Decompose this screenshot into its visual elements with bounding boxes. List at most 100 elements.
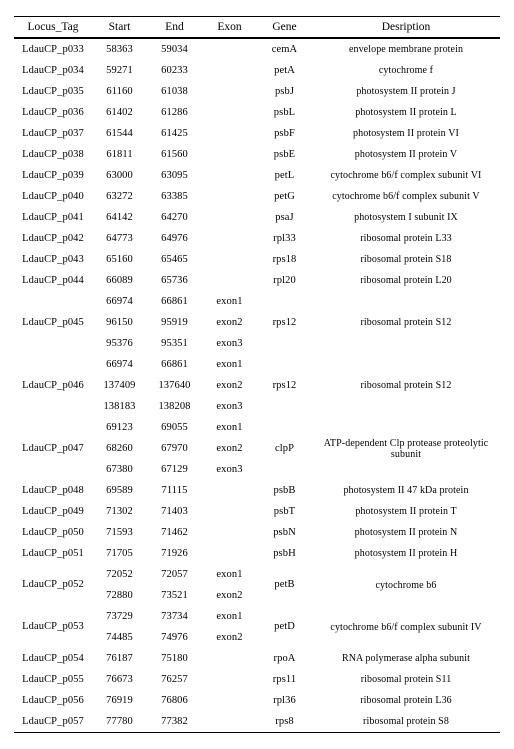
cell: 67380 bbox=[92, 459, 147, 480]
cell: ribosomal protein L20 bbox=[312, 270, 500, 291]
table-row: LdauCP_p0497130271403psbTphotosystem II … bbox=[14, 501, 500, 522]
cell: 77780 bbox=[92, 711, 147, 733]
cell: petA bbox=[257, 60, 312, 81]
cell: LdauCP_p044 bbox=[14, 270, 92, 291]
cell: 61544 bbox=[92, 123, 147, 144]
cell: 76673 bbox=[92, 669, 147, 690]
cell bbox=[202, 249, 257, 270]
cell: exon2 bbox=[202, 438, 257, 459]
table-row: LdauCP_p0426477364976rpl33ribosomal prot… bbox=[14, 228, 500, 249]
cell: psbF bbox=[257, 123, 312, 144]
table-row: LdauCP_p0396300063095petLcytochrome b6/f… bbox=[14, 165, 500, 186]
cell: 59034 bbox=[147, 39, 202, 61]
cell bbox=[202, 186, 257, 207]
table-row: LdauCP_p0376154461425 psbFphotosystem II … bbox=[14, 123, 500, 144]
cell bbox=[202, 543, 257, 564]
table-row: LdauCP_p0436516065465rps18ribosomal prot… bbox=[14, 249, 500, 270]
cell: cytochrome b6/f complex subunit VI bbox=[312, 165, 500, 186]
cell: 138208 bbox=[147, 396, 202, 417]
table-row: LdauCP_p0537372973734exon1petDcytochrome… bbox=[14, 606, 500, 627]
cell bbox=[202, 39, 257, 61]
cell: LdauCP_p034 bbox=[14, 60, 92, 81]
cell: 63000 bbox=[92, 165, 147, 186]
cell: 61286 bbox=[147, 102, 202, 123]
cell: RNA polymerase alpha subunit bbox=[312, 648, 500, 669]
cell bbox=[202, 711, 257, 733]
cell: LdauCP_p054 bbox=[14, 648, 92, 669]
cell: rps12 bbox=[257, 291, 312, 354]
cell bbox=[202, 522, 257, 543]
cell: LdauCP_p038 bbox=[14, 144, 92, 165]
cell: LdauCP_p050 bbox=[14, 522, 92, 543]
cell: psbN bbox=[257, 522, 312, 543]
table-row: LdauCP_p0507159371462psbNphotosystem II … bbox=[14, 522, 500, 543]
table-row: LdauCP_p0335836359034cemAenvelope membra… bbox=[14, 39, 500, 61]
cell: petG bbox=[257, 186, 312, 207]
cell: psaJ bbox=[257, 207, 312, 228]
cell: 72057 bbox=[147, 564, 202, 585]
cell: 65465 bbox=[147, 249, 202, 270]
cell: ribosomal protein S8 bbox=[312, 711, 500, 733]
cell: 71115 bbox=[147, 480, 202, 501]
cell: exon1 bbox=[202, 417, 257, 438]
col-start: Start bbox=[92, 17, 147, 38]
cell: 96150 bbox=[92, 312, 147, 333]
cell bbox=[202, 81, 257, 102]
cell: 65160 bbox=[92, 249, 147, 270]
cell: LdauCP_p043 bbox=[14, 249, 92, 270]
cell: photosystem II protein J bbox=[312, 81, 500, 102]
table-row: LdauCP_p0527205272057exon1petBcytochrome… bbox=[14, 564, 500, 585]
cell: 61425 bbox=[147, 123, 202, 144]
cell: LdauCP_p039 bbox=[14, 165, 92, 186]
cell bbox=[202, 270, 257, 291]
cell: rpoA bbox=[257, 648, 312, 669]
cell bbox=[202, 144, 257, 165]
cell: petL bbox=[257, 165, 312, 186]
cell: 61402 bbox=[92, 102, 147, 123]
cell: 95376 bbox=[92, 333, 147, 354]
cell: 138183 bbox=[92, 396, 147, 417]
cell: LdauCP_p055 bbox=[14, 669, 92, 690]
cell: LdauCP_p051 bbox=[14, 543, 92, 564]
cell: cytochrome b6/f complex subunit IV bbox=[312, 606, 500, 648]
cell: LdauCP_p053 bbox=[14, 606, 92, 648]
cell: 73729 bbox=[92, 606, 147, 627]
col-locus: Locus_Tag bbox=[14, 17, 92, 38]
table-row: LdauCP_p0577778077382rps8ribosomal prote… bbox=[14, 711, 500, 733]
cell: LdauCP_p037 bbox=[14, 123, 92, 144]
cell: 61811 bbox=[92, 144, 147, 165]
cell: photosystem II protein N bbox=[312, 522, 500, 543]
cell: ATP-dependent Clp protease proteolytic s… bbox=[312, 417, 500, 480]
cell bbox=[202, 207, 257, 228]
cell: 59271 bbox=[92, 60, 147, 81]
cell: 71926 bbox=[147, 543, 202, 564]
cell: 66974 bbox=[92, 291, 147, 312]
cell: photosystem II protein V bbox=[312, 144, 500, 165]
cell: LdauCP_p035 bbox=[14, 81, 92, 102]
cell: LdauCP_p042 bbox=[14, 228, 92, 249]
cell bbox=[202, 228, 257, 249]
cell: ribosomal protein L33 bbox=[312, 228, 500, 249]
table-row: LdauCP_p0386181161560psbEphotosystem II … bbox=[14, 144, 500, 165]
cell: photosystem II 47 kDa protein bbox=[312, 480, 500, 501]
cell: exon3 bbox=[202, 459, 257, 480]
table-row: LdauCP_p0406327263385petGcytochrome b6/f… bbox=[14, 186, 500, 207]
cell: 61160 bbox=[92, 81, 147, 102]
cell: 66974 bbox=[92, 354, 147, 375]
table-row: LdauCP_p0446608965736rpl20ribosomal prot… bbox=[14, 270, 500, 291]
cell: LdauCP_p033 bbox=[14, 39, 92, 61]
cell: exon1 bbox=[202, 354, 257, 375]
cell bbox=[202, 60, 257, 81]
cell: exon3 bbox=[202, 333, 257, 354]
cell: ribosomal protein S18 bbox=[312, 249, 500, 270]
cell: cytochrome b6 bbox=[312, 564, 500, 606]
cell: ribosomal protein S12 bbox=[312, 291, 500, 354]
cell: photosystem II protein L bbox=[312, 102, 500, 123]
cell: psbL bbox=[257, 102, 312, 123]
cell: 69055 bbox=[147, 417, 202, 438]
table-row: LdauCP_p0486958971115psbBphotosystem II … bbox=[14, 480, 500, 501]
cell: photosystem II protein VI bbox=[312, 123, 500, 144]
cell: 76187 bbox=[92, 648, 147, 669]
cell: exon1 bbox=[202, 606, 257, 627]
cell: exon1 bbox=[202, 291, 257, 312]
